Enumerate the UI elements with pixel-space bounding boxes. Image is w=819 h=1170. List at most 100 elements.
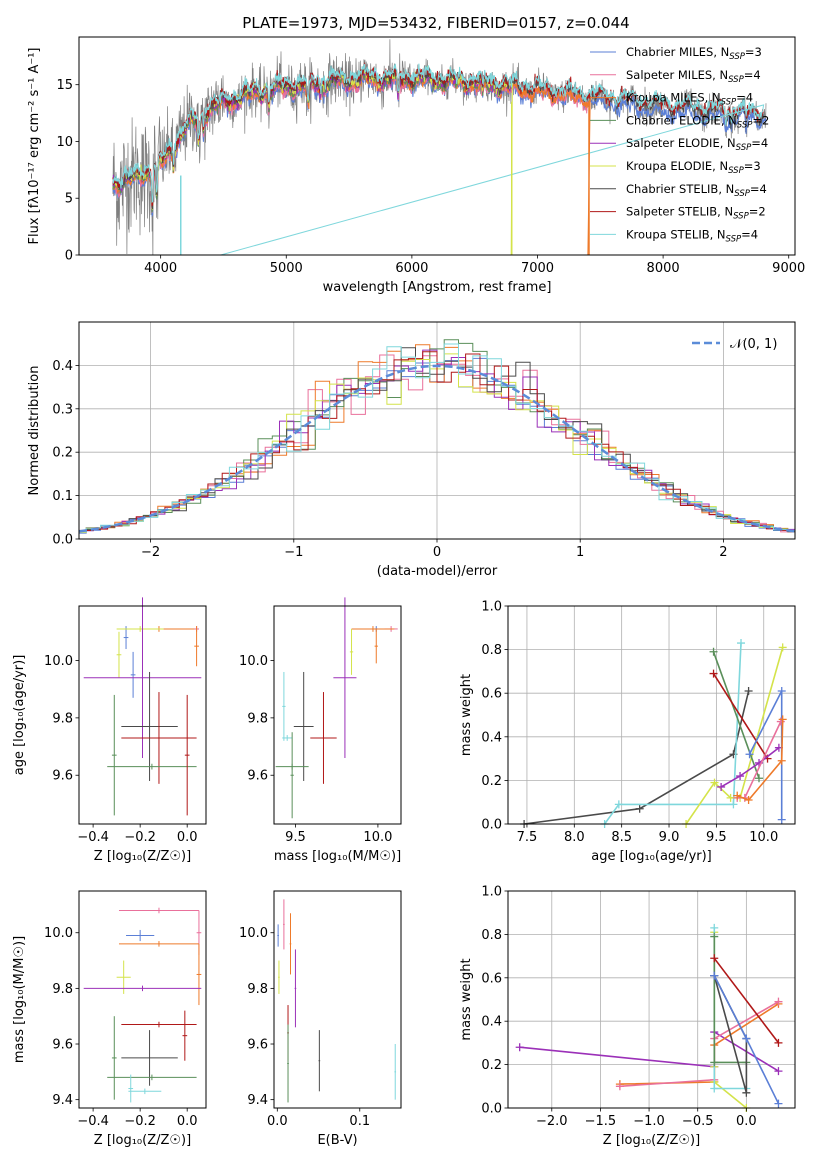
model-spectrum-chabrier_miles (112, 73, 767, 218)
series-massweight-vs-Z (515, 923, 783, 1112)
series-marker (710, 923, 719, 932)
y-tick-label: 9.6 (247, 1038, 268, 1053)
legend-label-sub: SSP (728, 166, 744, 176)
x-axis-label: E(B-V) (317, 1133, 357, 1148)
axes-frame (78, 36, 796, 256)
x-tick-label: −1.0 (633, 1114, 665, 1129)
y-tick-label: 9.8 (52, 982, 73, 997)
series-marker (717, 782, 726, 791)
x-axis-label: Z [log₁₀(Z/Z☉)] (94, 1133, 191, 1148)
y-tick-label: 0.6 (481, 687, 502, 702)
series-marker (774, 1038, 783, 1047)
y-tick-label: 9.8 (52, 711, 73, 726)
legend-label-name: Chabrier MILES, N (626, 45, 729, 59)
legend-label-sub: SSP (733, 212, 749, 222)
series-marker (737, 639, 746, 648)
legend-label-tail: =3 (744, 159, 761, 173)
y-tick-label: 0.3 (52, 402, 73, 417)
x-tick-label: 8.0 (564, 830, 585, 845)
axes-frame (507, 890, 796, 1109)
legend-label-name: Salpeter MILES, N (626, 68, 728, 82)
spectrum-lines (112, 39, 767, 255)
y-tick-label: 5 (65, 192, 73, 207)
legend-label-name: Kroupa ELODIE, N (626, 159, 728, 173)
y-tick-label: 0.0 (52, 533, 73, 548)
series-line-chabrier_elodie (712, 651, 760, 779)
legend-label-name: Salpeter STELIB, N (626, 205, 733, 219)
histograms (79, 339, 795, 534)
legend-label-name: Salpeter ELODIE, N (626, 136, 736, 150)
axes-age-vs-Z: −0.4 −0.2 0.0 9.6 9.8 10.0 Z [log₁₀(Z/Z☉)] age … (12, 605, 207, 864)
x-tick-label: 9.0 (659, 830, 680, 845)
gaussian-curve (79, 364, 795, 533)
y-axis-label: age [log₁₀(age/yr)] (12, 655, 27, 776)
y-tick-label: 0 (65, 249, 73, 264)
legend-label-tail: =2 (749, 205, 766, 219)
x-tick-label: 0.1 (349, 1114, 370, 1129)
y-axis-label: Flux [fλ10⁻¹⁷ erg cm⁻² s⁻¹ A⁻¹] (27, 48, 42, 245)
x-axis-label: mass [log₁₀(M/M☉)] (274, 849, 401, 864)
series-massweight-vs-age (520, 639, 787, 828)
legend-label-sub: SSP (728, 75, 744, 85)
model-spectrum-kroupa_miles (112, 71, 591, 255)
x-tick-label: −1.5 (585, 1114, 617, 1129)
x-tick-label: −2 (141, 545, 160, 560)
legend-label-tail: =3 (745, 45, 762, 59)
x-tick-label: 9.5 (285, 830, 306, 845)
model-spectrum-kroupa_stelib (112, 63, 765, 255)
legend-label: Kroupa STELIB, NSSP=4 (626, 227, 758, 244)
y-tick-label: 9.8 (247, 982, 268, 997)
y-tick-label: 9.4 (247, 1093, 268, 1108)
x-tick-label: −0.5 (682, 1114, 714, 1129)
legend-label-sub: SSP (734, 189, 750, 199)
y-tick-label: 1.0 (481, 885, 502, 900)
y-tick-label: 0.0 (481, 1102, 502, 1117)
series-line-salpeter_elodie (720, 747, 780, 788)
y-tick-label: 0.6 (481, 971, 502, 986)
series-marker (614, 800, 623, 809)
y-tick-label: 9.6 (247, 769, 268, 784)
y-tick-label: 0.8 (481, 643, 502, 658)
axes-residuals: −2 −1 0 1 2 0.0 0.1 0.2 0.3 0.4 (data-model)/error… (27, 321, 796, 579)
axes-frame (273, 890, 402, 1109)
series-marker (709, 669, 718, 678)
y-tick-label: 10.0 (239, 654, 268, 669)
x-tick-label: 9.5 (706, 830, 727, 845)
y-tick-label: 9.8 (247, 711, 268, 726)
series-line-kroupa_stelib (603, 643, 742, 825)
series-marker (710, 971, 719, 980)
x-tick-label: 4000 (144, 261, 177, 276)
series-marker (635, 804, 644, 813)
legend-label: Chabrier MILES, NSSP=3 (626, 45, 762, 62)
y-tick-label: 10.0 (239, 926, 268, 941)
grid-massweight-vs-age (508, 605, 795, 825)
legend-label-sub: SSP (729, 52, 745, 62)
y-tick-label: 0.0 (481, 818, 502, 833)
x-tick-label: 0.0 (177, 1114, 198, 1129)
series-marker (733, 791, 742, 800)
legend-label-sub: SSP (721, 98, 737, 108)
axes-frame (78, 605, 207, 825)
series-marker (778, 715, 787, 724)
errorbars-age-vs-mass (275, 597, 398, 819)
series-marker (515, 1043, 524, 1052)
y-axis-label: mass [log₁₀(M/M☉)] (12, 936, 27, 1063)
y-tick-label: 0.2 (481, 1058, 502, 1073)
y-tick-label: 9.6 (52, 1038, 73, 1053)
figure-title: PLATE=1973, MJD=53432, FIBERID=0157, z=0… (242, 14, 629, 32)
series-marker (774, 997, 783, 1006)
y-tick-label: 9.6 (52, 769, 73, 784)
axes-mass-vs-ebv: 0.0 0.1 9.4 9.6 9.8 10.0 E(B-V) (239, 890, 402, 1148)
legend-label: Salpeter MILES, NSSP=4 (626, 68, 761, 85)
x-tick-label: 0 (433, 545, 441, 560)
axes-massweight-vs-Z: −2.0 −1.5 −1.0 −0.5 0.0 0.0 0.2 0.4 0.6 0.8 1.0 Z [… (459, 885, 796, 1148)
errorbars-age-vs-Z (83, 597, 202, 816)
series-marker (742, 1034, 751, 1043)
residual-legend: 𝒩(0, 1) (692, 337, 777, 352)
legend-label-tail: =4 (750, 182, 767, 196)
x-tick-label: −0.2 (124, 1114, 156, 1129)
y-tick-label: 0.4 (52, 359, 73, 374)
series-marker (755, 774, 764, 783)
